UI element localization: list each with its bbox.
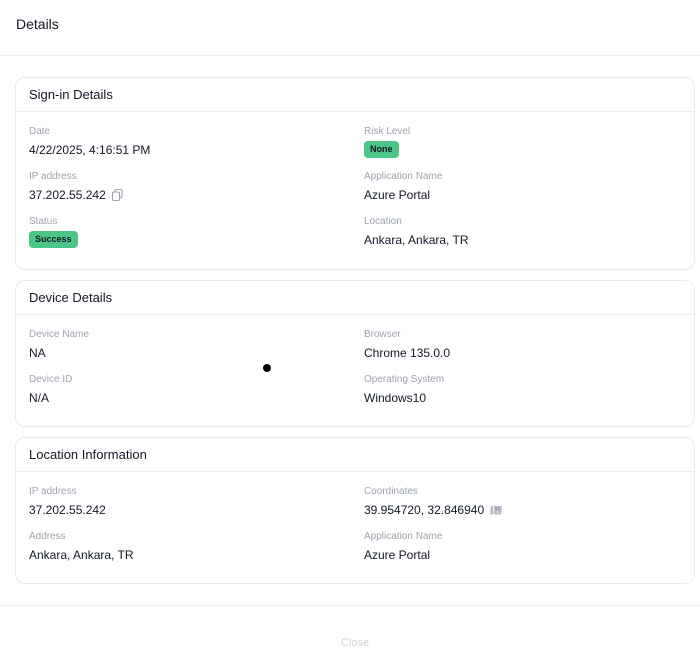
location-field: Location Ankara, Ankara, TR xyxy=(364,216,684,248)
device-id-value: N/A xyxy=(29,390,349,406)
risk-level-field: Risk Level None xyxy=(364,126,684,158)
browser-field: Browser Chrome 135.0.0 xyxy=(364,329,684,361)
date-text: 4/22/2025, 4:16:51 PM xyxy=(29,143,151,157)
mouse-cursor xyxy=(263,364,271,372)
location-application-name-value: Azure Portal xyxy=(364,547,684,563)
operating-system-value: Windows10 xyxy=(364,390,684,406)
sign-in-details-header: Sign-in Details xyxy=(16,78,694,112)
operating-system-label: Operating System xyxy=(364,374,445,385)
device-id-field: Device ID N/A xyxy=(29,374,349,406)
device-details-title: Device Details xyxy=(29,290,113,305)
location-value: Ankara, Ankara, TR xyxy=(364,232,684,248)
coordinates-label: Coordinates xyxy=(364,486,418,497)
application-name-label: Application Name xyxy=(364,171,443,182)
operating-system-text: Windows10 xyxy=(364,391,427,405)
location-ip-address-label: IP address xyxy=(29,486,77,497)
dialog-title: Details xyxy=(16,16,59,32)
device-name-field: Device Name NA xyxy=(29,329,349,361)
close-button[interactable]: Close xyxy=(325,635,385,651)
location-application-name-field: Application Name Azure Portal xyxy=(364,531,684,563)
copy-icon[interactable] xyxy=(112,189,124,201)
ip-address-field: IP address 37.202.55.242 xyxy=(29,171,349,203)
application-name-text: Azure Portal xyxy=(364,188,431,202)
dialog-header: Details xyxy=(0,0,700,56)
risk-level-label: Risk Level xyxy=(364,126,411,137)
ip-address-value: 37.202.55.242 xyxy=(29,187,349,203)
date-field: Date 4/22/2025, 4:16:51 PM xyxy=(29,126,349,158)
device-name-label: Device Name xyxy=(29,329,90,340)
coordinates-value: 39.954720, 32.846940 xyxy=(364,502,684,518)
location-ip-address-text: 37.202.55.242 xyxy=(29,503,106,517)
location-application-name-label: Application Name xyxy=(364,531,443,542)
sign-in-details-card: Sign-in Details Date 4/22/2025, 4:16:51 … xyxy=(15,77,695,270)
location-information-header: Location Information xyxy=(16,438,694,472)
browser-value: Chrome 135.0.0 xyxy=(364,345,684,361)
coordinates-text: 39.954720, 32.846940 xyxy=(364,503,485,517)
location-ip-address-field: IP address 37.202.55.242 xyxy=(29,486,349,518)
status-label: Status xyxy=(29,216,58,227)
address-label: Address xyxy=(29,531,66,542)
status-badge: Success xyxy=(29,231,78,248)
date-label: Date xyxy=(29,126,51,137)
operating-system-field: Operating System Windows10 xyxy=(364,374,684,406)
risk-level-badge: None xyxy=(364,141,399,158)
device-details-header: Device Details xyxy=(16,281,694,315)
location-ip-address-value: 37.202.55.242 xyxy=(29,502,349,518)
address-text: Ankara, Ankara, TR xyxy=(29,548,134,562)
sign-in-details-title: Sign-in Details xyxy=(29,87,113,102)
map-icon[interactable] xyxy=(490,504,502,516)
browser-text: Chrome 135.0.0 xyxy=(364,346,451,360)
device-details-card: Device Details Device Name NA Browser Ch… xyxy=(15,280,695,427)
location-information-title: Location Information xyxy=(29,447,147,462)
device-name-text: NA xyxy=(29,346,46,360)
status-field: Status Success xyxy=(29,216,349,248)
browser-label: Browser xyxy=(364,329,401,340)
coordinates-field: Coordinates 39.954720, 32.846940 xyxy=(364,486,684,518)
address-field: Address Ankara, Ankara, TR xyxy=(29,531,349,563)
location-label: Location xyxy=(364,216,402,227)
dialog-body[interactable]: Sign-in Details Date 4/22/2025, 4:16:51 … xyxy=(0,56,700,605)
dialog-footer: Close xyxy=(0,605,700,660)
address-value: Ankara, Ankara, TR xyxy=(29,547,349,563)
device-id-text: N/A xyxy=(29,391,50,405)
date-value: 4/22/2025, 4:16:51 PM xyxy=(29,142,349,158)
application-name-value: Azure Portal xyxy=(364,187,684,203)
application-name-field: Application Name Azure Portal xyxy=(364,171,684,203)
device-id-label: Device ID xyxy=(29,374,73,385)
location-information-card: Location Information IP address 37.202.5… xyxy=(15,437,695,584)
ip-address-label: IP address xyxy=(29,171,77,182)
location-application-name-text: Azure Portal xyxy=(364,548,431,562)
ip-address-text: 37.202.55.242 xyxy=(29,188,106,202)
device-name-value: NA xyxy=(29,345,349,361)
location-text: Ankara, Ankara, TR xyxy=(364,233,469,247)
